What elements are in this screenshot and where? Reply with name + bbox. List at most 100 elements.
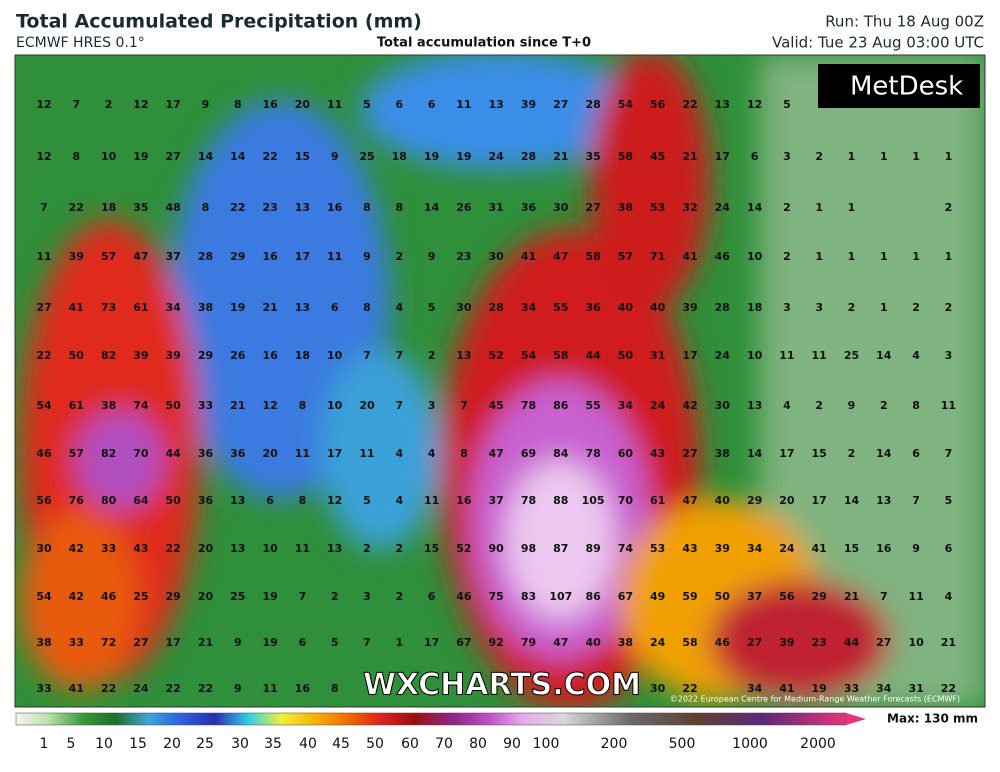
- legend-label: 100: [533, 736, 560, 752]
- grid-value: 1: [945, 150, 953, 163]
- grid-value: 80: [101, 494, 117, 507]
- grid-value: 29: [198, 349, 213, 362]
- grid-value: 43: [133, 542, 148, 555]
- grid-value: 57: [618, 250, 633, 263]
- grid-value: 41: [779, 682, 794, 695]
- grid-value: 39: [166, 349, 181, 362]
- grid-value: 27: [747, 636, 762, 649]
- grid-value: 7: [945, 447, 953, 460]
- grid-value: 88: [553, 494, 568, 507]
- grid-value: 13: [295, 201, 310, 214]
- grid-value: 10: [908, 636, 924, 649]
- colorbar: [15, 712, 847, 726]
- grid-value: 22: [230, 201, 245, 214]
- grid-value: 11: [456, 98, 471, 111]
- grid-value: 56: [650, 98, 666, 111]
- grid-value: 37: [166, 250, 181, 263]
- grid-value: 98: [521, 542, 536, 555]
- grid-value: 22: [262, 150, 277, 163]
- model: ECMWF HRES 0.1°: [16, 35, 145, 51]
- grid-value: 53: [650, 542, 665, 555]
- grid-value: 28: [715, 301, 730, 314]
- grid-value: 22: [198, 682, 213, 695]
- grid-value: 40: [715, 494, 731, 507]
- grid-value: 14: [844, 494, 860, 507]
- grid-value: 12: [747, 98, 762, 111]
- grid-value: 9: [331, 150, 339, 163]
- grid-value: 27: [36, 301, 51, 314]
- legend-label: 200: [601, 736, 628, 752]
- grid-value: 16: [262, 98, 278, 111]
- grid-value: 38: [715, 447, 730, 460]
- grid-value: 1: [880, 150, 888, 163]
- grid-value: 28: [489, 301, 504, 314]
- grid-value: 2: [848, 447, 856, 460]
- grid-value: 1: [880, 250, 888, 263]
- grid-value: 11: [295, 542, 310, 555]
- grid-value: 22: [941, 682, 956, 695]
- grid-value: 17: [166, 636, 181, 649]
- grid-value: 18: [101, 201, 116, 214]
- grid-value: 9: [234, 636, 242, 649]
- grid-value: 76: [69, 494, 85, 507]
- legend-label: 1000: [732, 736, 768, 752]
- grid-value: 22: [682, 98, 697, 111]
- grid-value: 70: [133, 447, 149, 460]
- grid-value: 50: [618, 349, 634, 362]
- grid-value: 5: [428, 301, 436, 314]
- grid-value: 30: [553, 201, 569, 214]
- grid-value: 16: [456, 494, 472, 507]
- grid-value: 6: [912, 447, 920, 460]
- grid-value: 36: [198, 494, 214, 507]
- grid-value: 13: [456, 349, 471, 362]
- grid-value: 3: [428, 399, 436, 412]
- grid-value: 30: [650, 682, 666, 695]
- grid-value: 21: [262, 301, 277, 314]
- grid-value: 33: [36, 682, 51, 695]
- grid-value: 22: [682, 682, 697, 695]
- grid-value: 47: [553, 250, 568, 263]
- grid-value: 61: [69, 399, 84, 412]
- grid-value: 44: [166, 447, 182, 460]
- grid-value: 11: [295, 447, 310, 460]
- grid-value: 12: [327, 494, 342, 507]
- grid-value: 21: [941, 636, 956, 649]
- grid-value: 74: [618, 542, 634, 555]
- grid-value: 92: [489, 636, 504, 649]
- grid-value: 13: [327, 542, 342, 555]
- grid-value: 83: [521, 590, 536, 603]
- grid-value: 13: [747, 399, 762, 412]
- grid-value: 46: [715, 250, 731, 263]
- legend-label: 15: [129, 736, 147, 752]
- grid-value: 29: [812, 590, 827, 603]
- grid-value: 34: [166, 301, 182, 314]
- grid-value: 19: [262, 590, 277, 603]
- grid-value: 3: [783, 150, 791, 163]
- grid-value: 29: [747, 494, 762, 507]
- grid-value: 6: [331, 301, 339, 314]
- watermark: WXCHARTS.COM: [363, 668, 641, 703]
- grid-value: 6: [428, 590, 436, 603]
- grid-value: 87: [553, 542, 568, 555]
- grid-value: 14: [747, 447, 763, 460]
- grid-value: 105: [582, 494, 605, 507]
- grid-value: 36: [521, 201, 537, 214]
- grid-value: 16: [327, 201, 343, 214]
- grid-value: 32: [682, 201, 697, 214]
- grid-value: 11: [327, 250, 342, 263]
- grid-value: 24: [650, 399, 666, 412]
- grid-value: 30: [489, 250, 505, 263]
- grid-value: 14: [424, 201, 440, 214]
- grid-value: 22: [166, 542, 181, 555]
- grid-value: 58: [553, 349, 568, 362]
- grid-value: 86: [585, 590, 601, 603]
- grid-value: 1: [815, 201, 823, 214]
- grid-value: 41: [69, 301, 84, 314]
- grid-value: 39: [69, 250, 84, 263]
- grid-value: 16: [295, 682, 311, 695]
- grid-value: 10: [747, 349, 763, 362]
- grid-value: 2: [105, 98, 113, 111]
- grid-value: 58: [682, 636, 697, 649]
- grid-value: 47: [489, 447, 504, 460]
- grid-value: 11: [262, 682, 277, 695]
